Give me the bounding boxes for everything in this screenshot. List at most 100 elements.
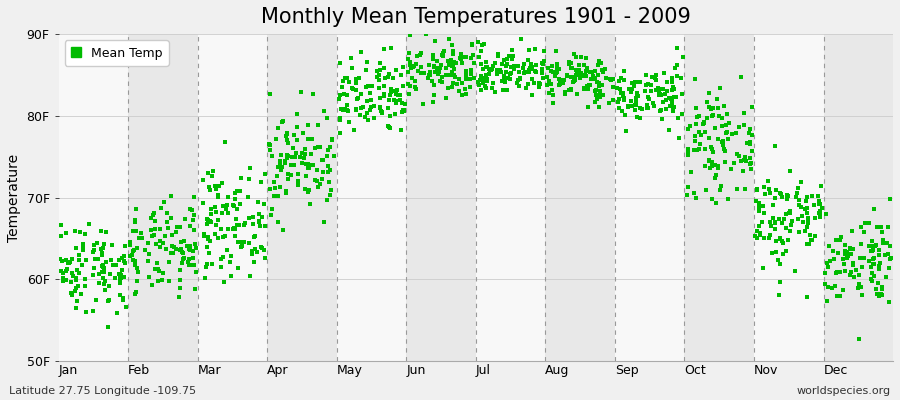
- Point: [593, 94, 608, 100]
- Point: [542, 90, 556, 96]
- Point: [106, 262, 121, 268]
- Point: [384, 88, 399, 95]
- Point: [626, 103, 640, 110]
- Point: [504, 70, 518, 76]
- Point: [724, 131, 739, 137]
- Point: [187, 227, 202, 233]
- Point: [850, 284, 865, 291]
- Point: [182, 246, 196, 253]
- Point: [869, 286, 884, 292]
- Bar: [58, 34, 128, 361]
- Point: [86, 308, 100, 314]
- Point: [572, 67, 586, 73]
- Point: [151, 266, 166, 272]
- Point: [667, 86, 681, 92]
- Point: [346, 86, 360, 93]
- Point: [665, 100, 680, 106]
- Point: [670, 115, 685, 122]
- Point: [303, 151, 318, 158]
- Point: [175, 246, 189, 252]
- Point: [298, 146, 312, 152]
- Point: [749, 198, 763, 204]
- Point: [59, 256, 74, 263]
- Point: [66, 255, 80, 262]
- Point: [569, 54, 583, 60]
- Point: [867, 273, 881, 280]
- Point: [494, 69, 508, 75]
- Point: [865, 243, 879, 250]
- Point: [800, 205, 814, 211]
- Point: [290, 111, 304, 118]
- Point: [426, 98, 440, 105]
- Point: [762, 186, 777, 192]
- Point: [377, 91, 392, 97]
- Point: [510, 80, 525, 86]
- Point: [267, 185, 282, 192]
- Point: [549, 68, 563, 75]
- Point: [258, 255, 273, 262]
- Point: [207, 204, 221, 210]
- Point: [387, 111, 401, 118]
- Point: [378, 74, 392, 81]
- Point: [872, 266, 886, 272]
- Point: [112, 273, 127, 279]
- Point: [497, 76, 511, 82]
- Point: [60, 260, 75, 266]
- Point: [75, 262, 89, 268]
- Point: [628, 79, 643, 86]
- Point: [158, 199, 172, 206]
- Point: [590, 72, 605, 78]
- Point: [814, 182, 828, 189]
- Point: [446, 48, 461, 55]
- Point: [477, 40, 491, 47]
- Point: [736, 168, 751, 174]
- Point: [305, 135, 320, 142]
- Point: [580, 104, 595, 110]
- Point: [237, 222, 251, 228]
- Point: [554, 81, 568, 87]
- Point: [716, 146, 731, 152]
- Point: [525, 64, 539, 70]
- Point: [317, 108, 331, 115]
- Point: [141, 250, 156, 257]
- Point: [868, 243, 883, 250]
- Point: [829, 270, 843, 276]
- Point: [792, 202, 806, 208]
- Point: [363, 90, 377, 96]
- Point: [709, 172, 724, 178]
- Point: [811, 193, 825, 199]
- Point: [123, 242, 138, 248]
- Point: [142, 274, 157, 280]
- Point: [156, 277, 170, 283]
- Point: [756, 202, 770, 209]
- Point: [840, 255, 854, 261]
- Point: [773, 236, 788, 242]
- Point: [293, 154, 308, 160]
- Point: [611, 78, 625, 84]
- Point: [349, 107, 364, 114]
- Point: [69, 267, 84, 274]
- Point: [688, 138, 702, 144]
- Point: [662, 103, 677, 110]
- Point: [105, 242, 120, 248]
- Point: [478, 75, 492, 82]
- Point: [247, 259, 261, 266]
- Point: [502, 52, 517, 59]
- Point: [463, 84, 477, 90]
- Point: [814, 211, 828, 217]
- Point: [832, 269, 847, 275]
- Point: [446, 42, 460, 48]
- Point: [439, 72, 454, 78]
- Point: [866, 246, 880, 253]
- Point: [762, 232, 777, 238]
- Point: [68, 275, 83, 281]
- Point: [653, 107, 668, 114]
- Point: [336, 78, 350, 84]
- Point: [838, 247, 852, 254]
- Point: [321, 169, 336, 176]
- Point: [852, 255, 867, 261]
- Point: [615, 108, 629, 114]
- Point: [749, 198, 763, 205]
- Point: [263, 142, 277, 149]
- Point: [535, 70, 549, 76]
